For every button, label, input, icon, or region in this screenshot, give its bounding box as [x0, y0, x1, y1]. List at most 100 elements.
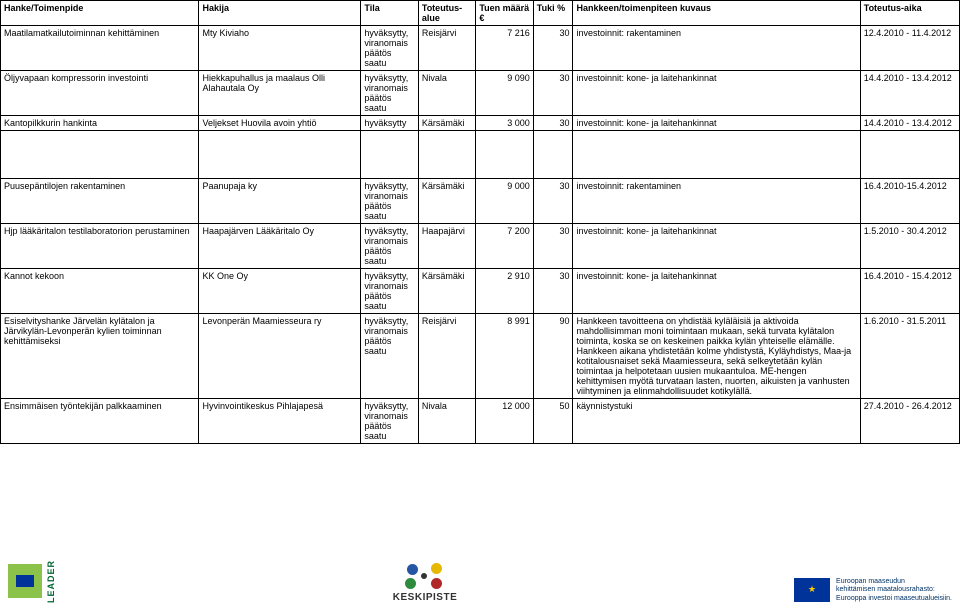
cell-tuki: 30 — [533, 224, 573, 269]
header-alue: Toteutus-alue — [418, 1, 475, 26]
cell-aika: 27.4.2010 - 26.4.2012 — [860, 399, 959, 444]
cell-tuki: 30 — [533, 116, 573, 131]
cell-hakija: Hyvinvointikeskus Pihlajapesä — [199, 399, 361, 444]
cell-hakija: Haapajärven Lääkäritalo Oy — [199, 224, 361, 269]
spacer-cell — [573, 131, 860, 179]
header-maara: Tuen määrä € — [476, 1, 533, 26]
cell-hakija: KK One Oy — [199, 269, 361, 314]
spacer-row — [1, 131, 960, 179]
cell-kuvaus: investoinnit: rakentaminen — [573, 26, 860, 71]
cell-aika: 16.4.2010-15.4.2012 — [860, 179, 959, 224]
spacer-cell — [418, 131, 475, 179]
cell-hakija: Mty Kiviaho — [199, 26, 361, 71]
cell-hakija: Paanupaja ky — [199, 179, 361, 224]
eu-text-line2: kehittämisen maatalousrahasto: — [836, 586, 952, 594]
header-aika: Toteutus-aika — [860, 1, 959, 26]
cell-alue: Nivala — [418, 399, 475, 444]
header-hakija: Hakija — [199, 1, 361, 26]
cell-hanke: Maatilamatkailutoiminnan kehittäminen — [1, 26, 199, 71]
leader-text: LEADER — [46, 560, 56, 603]
table-row: Esiselvityshanke Järvelän kylätalon ja J… — [1, 314, 960, 399]
cell-hanke: Hjp lääkäritalon testilaboratorion perus… — [1, 224, 199, 269]
header-kuvaus: Hankkeen/toimenpiteen kuvaus — [573, 1, 860, 26]
cell-tila: hyväksytty, viranomais päätös saatu — [361, 224, 418, 269]
cell-tila: hyväksytty, viranomais päätös saatu — [361, 269, 418, 314]
table-row: Hjp lääkäritalon testilaboratorion perus… — [1, 224, 960, 269]
cell-kuvaus: investoinnit: kone- ja laitehankinnat — [573, 269, 860, 314]
cell-alue: Nivala — [418, 71, 475, 116]
cell-hanke: Kannot kekoon — [1, 269, 199, 314]
cell-kuvaus: Hankkeen tavoitteena on yhdistää kyläläi… — [573, 314, 860, 399]
cell-tila: hyväksytty, viranomais päätös saatu — [361, 179, 418, 224]
leader-badge-icon — [8, 564, 42, 598]
cell-tuki: 30 — [533, 269, 573, 314]
header-hanke: Hanke/Toimenpide — [1, 1, 199, 26]
cell-tila: hyväksytty, viranomais päätös saatu — [361, 26, 418, 71]
eu-text-line3: Eurooppa investoi maaseutualueisiin. — [836, 595, 952, 603]
cell-kuvaus: investoinnit: rakentaminen — [573, 179, 860, 224]
cell-aika: 14.4.2010 - 13.4.2012 — [860, 71, 959, 116]
table-row: Puusepäntilojen rakentaminenPaanupaja ky… — [1, 179, 960, 224]
cell-maara: 7 216 — [476, 26, 533, 71]
cell-alue: Kärsämäki — [418, 269, 475, 314]
kp-dot-green-icon — [405, 578, 416, 589]
cell-maara: 2 910 — [476, 269, 533, 314]
kp-dot-yellow-icon — [431, 563, 442, 574]
spacer-cell — [199, 131, 361, 179]
eu-block: Euroopan maaseudun kehittämisen maatalou… — [794, 578, 952, 603]
cell-aika: 16.4.2010 - 15.4.2012 — [860, 269, 959, 314]
cell-maara: 3 000 — [476, 116, 533, 131]
spacer-cell — [533, 131, 573, 179]
cell-aika: 14.4.2010 - 13.4.2012 — [860, 116, 959, 131]
cell-alue: Reisjärvi — [418, 26, 475, 71]
cell-alue: Haapajärvi — [418, 224, 475, 269]
leader-logo: LEADER — [8, 560, 56, 603]
eu-text: Euroopan maaseudun kehittämisen maatalou… — [836, 578, 952, 603]
eu-flag-icon — [794, 578, 830, 602]
table-row: Maatilamatkailutoiminnan kehittäminenMty… — [1, 26, 960, 71]
kp-dot-red-icon — [431, 578, 442, 589]
cell-hakija: Veljekset Huovila avoin yhtiö — [199, 116, 361, 131]
eu-text-line1: Euroopan maaseudun — [836, 578, 952, 586]
spacer-cell — [860, 131, 959, 179]
cell-maara: 12 000 — [476, 399, 533, 444]
cell-tuki: 30 — [533, 179, 573, 224]
cell-kuvaus: investoinnit: kone- ja laitehankinnat — [573, 116, 860, 131]
cell-maara: 7 200 — [476, 224, 533, 269]
spacer-cell — [1, 131, 199, 179]
spacer-cell — [476, 131, 533, 179]
cell-kuvaus: investoinnit: kone- ja laitehankinnat — [573, 71, 860, 116]
cell-tuki: 90 — [533, 314, 573, 399]
keskipiste-logo: KESKIPISTE — [393, 561, 457, 603]
cell-hanke: Öljyvapaan kompressorin investointi — [1, 71, 199, 116]
table-row: Ensimmäisen työntekijän palkkaaminenHyvi… — [1, 399, 960, 444]
cell-tila: hyväksytty, viranomais päätös saatu — [361, 314, 418, 399]
cell-kuvaus: käynnistystuki — [573, 399, 860, 444]
cell-maara: 9 000 — [476, 179, 533, 224]
cell-aika: 1.6.2010 - 31.5.2011 — [860, 314, 959, 399]
cell-hakija: Hiekkapuhallus ja maalaus Olli Alahautal… — [199, 71, 361, 116]
cell-tuki: 30 — [533, 71, 573, 116]
cell-hanke: Esiselvityshanke Järvelän kylätalon ja J… — [1, 314, 199, 399]
cell-alue: Kärsämäki — [418, 116, 475, 131]
header-row: Hanke/Toimenpide Hakija Tila Toteutus-al… — [1, 1, 960, 26]
cell-tila: hyväksytty, viranomais päätös saatu — [361, 71, 418, 116]
header-tila: Tila — [361, 1, 418, 26]
cell-maara: 9 090 — [476, 71, 533, 116]
cell-aika: 12.4.2010 - 11.4.2012 — [860, 26, 959, 71]
cell-alue: Kärsämäki — [418, 179, 475, 224]
table-row: Kantopilkkurin hankintaVeljekset Huovila… — [1, 116, 960, 131]
footer: LEADER KESKIPISTE Euroopan maaseudun keh… — [0, 560, 960, 603]
cell-kuvaus: investoinnit: kone- ja laitehankinnat — [573, 224, 860, 269]
keskipiste-text: KESKIPISTE — [393, 592, 457, 603]
header-tuki: Tuki % — [533, 1, 573, 26]
cell-tuki: 30 — [533, 26, 573, 71]
cell-hakija: Levonperän Maamiesseura ry — [199, 314, 361, 399]
cell-tila: hyväksytty, viranomais päätös saatu — [361, 399, 418, 444]
cell-aika: 1.5.2010 - 30.4.2012 — [860, 224, 959, 269]
table-row: Öljyvapaan kompressorin investointiHiekk… — [1, 71, 960, 116]
cell-maara: 8 991 — [476, 314, 533, 399]
cell-hanke: Ensimmäisen työntekijän palkkaaminen — [1, 399, 199, 444]
data-table: Hanke/Toimenpide Hakija Tila Toteutus-al… — [0, 0, 960, 444]
cell-hanke: Puusepäntilojen rakentaminen — [1, 179, 199, 224]
